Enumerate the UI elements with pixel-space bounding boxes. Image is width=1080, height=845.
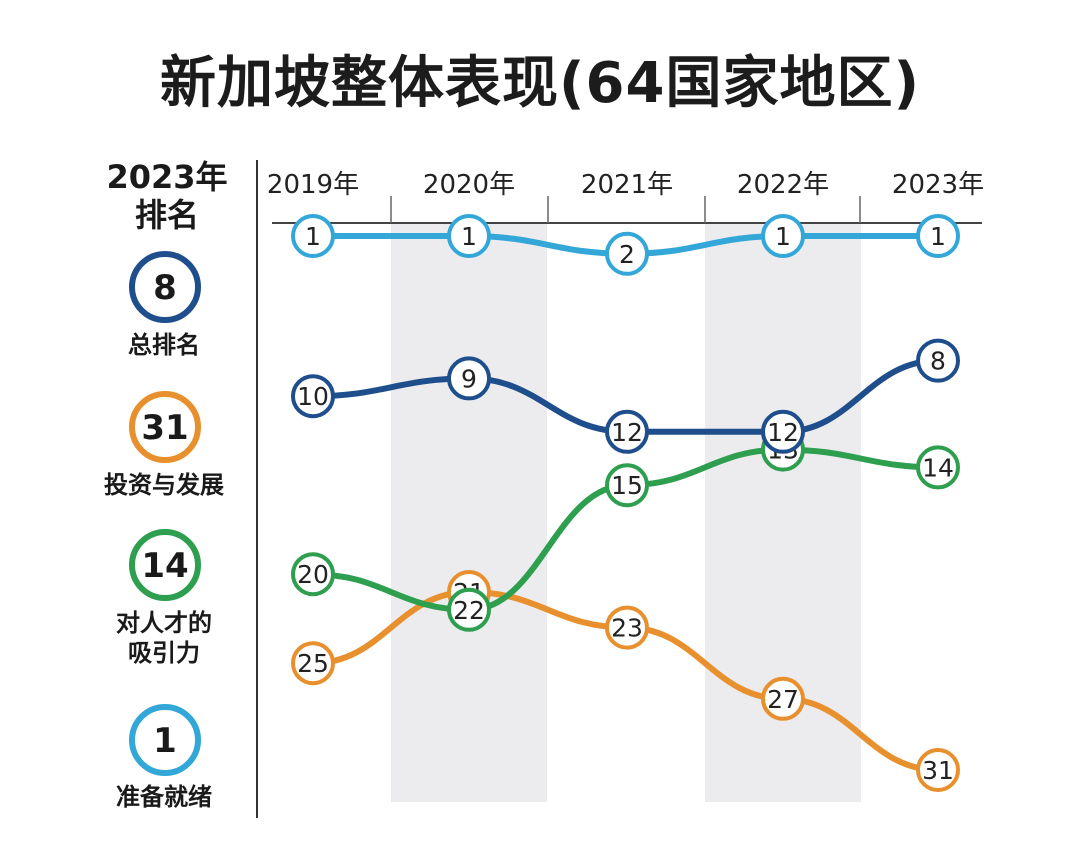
data-point	[605, 231, 649, 276]
data-label: 9	[461, 364, 477, 393]
legend-rank-circle	[129, 704, 201, 776]
data-point	[761, 409, 805, 454]
data-label: 25	[297, 649, 329, 678]
data-point	[605, 409, 649, 454]
data-point	[605, 605, 649, 650]
x-tick-label: 2020年	[423, 170, 515, 200]
legend-rank-value: 1	[153, 721, 177, 761]
data-label: 1	[775, 222, 791, 251]
x-tick-label: 2021年	[581, 170, 673, 200]
legend-label-talent: 对人才的 吸引力	[116, 609, 212, 667]
data-point	[916, 445, 960, 490]
data-point	[291, 552, 335, 597]
data-label: 12	[767, 418, 799, 447]
chart-title: 新加坡整体表现(64国家地区)	[159, 51, 921, 116]
data-point	[291, 214, 335, 258]
data-label: 22	[453, 596, 485, 625]
legend-rank-circle	[129, 251, 201, 323]
legend-heading: 2023年 排名	[88, 158, 246, 234]
legend-label-readiness: 准备就绪	[116, 783, 212, 811]
data-point	[447, 587, 491, 632]
data-point	[605, 463, 649, 508]
legend-rank-value: 14	[141, 546, 188, 586]
data-point	[447, 214, 491, 258]
data-label: 20	[297, 560, 329, 589]
legend-heading-year: 2023年	[106, 158, 228, 196]
legend-rank-circle	[129, 529, 201, 601]
data-label: 2	[619, 240, 635, 269]
legend-rank-circle	[129, 391, 201, 463]
data-label: 31	[922, 756, 954, 785]
legend-label-overall: 总排名	[128, 331, 200, 359]
legend-rank-value: 31	[141, 408, 188, 448]
data-label: 12	[611, 418, 643, 447]
legend-label-investment: 投资与发展	[104, 471, 224, 499]
x-tick-label: 2019年	[267, 170, 359, 200]
data-label: 1	[305, 222, 321, 251]
data-label: 1	[930, 222, 946, 251]
data-point	[916, 214, 960, 258]
data-label: 10	[297, 382, 329, 411]
data-point	[291, 641, 335, 686]
data-label: 1	[461, 222, 477, 251]
data-label: 27	[767, 685, 799, 714]
data-label: 23	[611, 614, 643, 643]
legend-rank-value: 8	[153, 268, 177, 308]
data-label: 8	[930, 347, 946, 376]
legend-heading-rank: 排名	[134, 196, 199, 234]
data-point	[761, 676, 805, 721]
data-point	[447, 356, 491, 401]
data-point	[916, 748, 960, 792]
data-label: 14	[922, 453, 954, 482]
shaded-column-1	[391, 224, 547, 802]
data-point	[291, 374, 335, 419]
x-tick-label: 2022年	[737, 170, 829, 200]
x-tick-label: 2023年	[892, 170, 984, 200]
data-point	[916, 338, 960, 383]
data-point	[761, 214, 805, 258]
data-label: 15	[611, 471, 643, 500]
